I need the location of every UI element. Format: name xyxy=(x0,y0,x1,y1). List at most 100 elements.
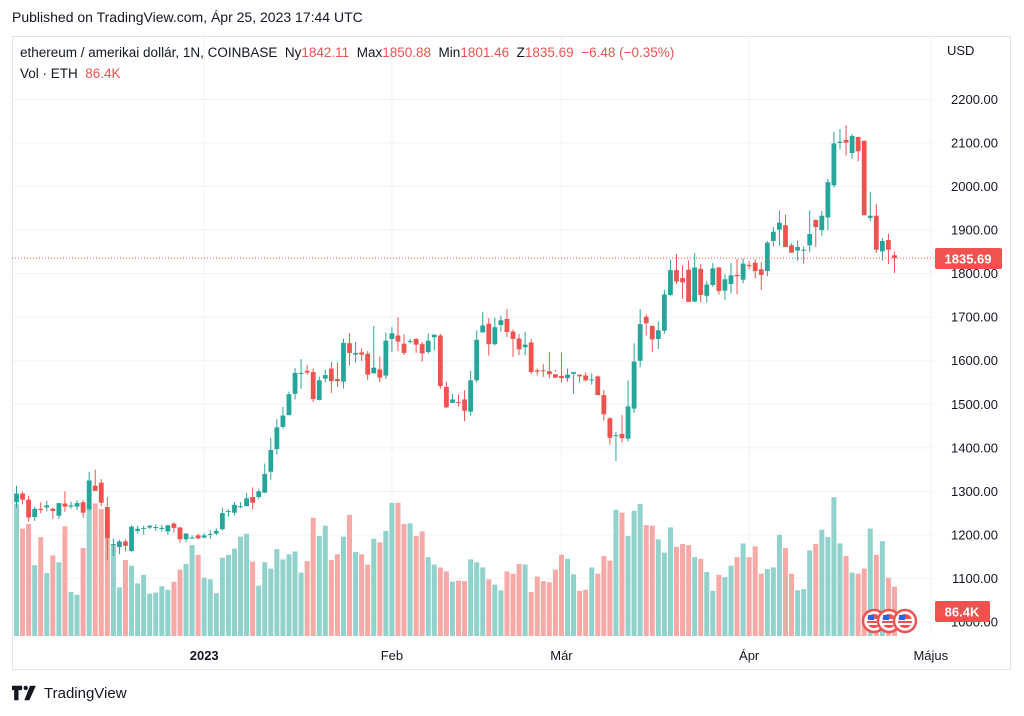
candle-body xyxy=(764,242,770,272)
candle xyxy=(795,240,800,262)
volume-bar xyxy=(722,577,728,636)
volume-bar xyxy=(552,569,558,636)
candle-body xyxy=(310,372,316,400)
candle xyxy=(383,332,389,380)
volume-bar xyxy=(195,554,201,636)
candle xyxy=(710,263,716,288)
candle xyxy=(861,140,867,216)
candle xyxy=(419,342,425,362)
tradingview-logo-icon xyxy=(12,685,36,701)
candle xyxy=(377,356,383,383)
candle-body xyxy=(710,268,716,285)
y-tick-label: 1600.00 xyxy=(951,353,998,368)
close-value: 1835.69 xyxy=(524,45,574,60)
candle xyxy=(546,352,552,379)
candle-body xyxy=(734,274,740,277)
candle-body xyxy=(849,136,855,154)
volume-bar xyxy=(522,564,528,636)
volume-bar xyxy=(692,557,698,636)
candle xyxy=(510,329,516,357)
footer: TradingView xyxy=(12,684,127,702)
candle xyxy=(571,372,576,394)
volume-bar xyxy=(498,590,504,636)
volume-bar xyxy=(855,573,861,636)
volume-bar xyxy=(183,564,189,636)
volume-bar xyxy=(86,505,92,636)
volume-bar xyxy=(504,571,510,636)
candle xyxy=(195,533,201,540)
candle xyxy=(56,503,62,519)
candle xyxy=(371,325,377,374)
candle-body xyxy=(26,499,32,518)
y-tick-label: 1700.00 xyxy=(951,310,998,325)
volume-bar xyxy=(571,574,577,636)
candle-body xyxy=(886,240,891,250)
candle xyxy=(437,333,443,389)
us-flag-icon[interactable] xyxy=(892,608,918,634)
candle-body xyxy=(347,343,352,353)
volume-bar xyxy=(595,573,601,636)
volume-bar xyxy=(74,594,80,636)
y-tick-label: 1500.00 xyxy=(951,397,998,412)
volume-bar xyxy=(474,562,480,636)
candle-body xyxy=(450,399,455,403)
volume-bar xyxy=(425,557,431,636)
volume-bar xyxy=(201,577,207,636)
candle-body xyxy=(637,324,643,361)
volume-bar xyxy=(849,572,855,636)
candle xyxy=(147,524,153,529)
candle-body xyxy=(807,234,813,246)
volume-bar xyxy=(667,527,673,636)
candle xyxy=(825,178,831,231)
volume-bar xyxy=(219,557,225,636)
candle-body xyxy=(674,270,679,282)
candle-body xyxy=(649,325,655,340)
candle-body xyxy=(304,370,310,373)
volume-bar xyxy=(565,558,571,636)
candle xyxy=(250,487,256,510)
candle xyxy=(165,524,171,535)
candle xyxy=(583,372,589,382)
volume-bar xyxy=(649,525,655,636)
grid-lines xyxy=(13,37,934,636)
volume-bar xyxy=(62,526,68,636)
volume-bar xyxy=(631,510,637,636)
volume-bar xyxy=(661,552,667,636)
time-axis[interactable]: 2023 Feb Már Ápr Május xyxy=(190,648,949,663)
candle-body xyxy=(631,361,637,409)
volume-bar xyxy=(304,561,310,636)
volume-bar xyxy=(443,571,449,636)
candle xyxy=(492,317,498,346)
volume-bar xyxy=(353,552,359,636)
volume-bar xyxy=(601,556,607,636)
candle xyxy=(110,538,116,557)
candle xyxy=(777,210,782,246)
volume-bar xyxy=(316,536,322,636)
candle xyxy=(801,246,807,264)
candle-body xyxy=(262,473,268,493)
symbol-label[interactable]: ethereum / amerikai dollár, 1N, COINBASE xyxy=(20,45,278,60)
candle xyxy=(274,419,280,455)
price-axis[interactable]: 1000.001100.001200.001300.001400.001500.… xyxy=(951,92,998,630)
y-tick-label: 1900.00 xyxy=(951,223,998,238)
candle-body xyxy=(238,506,243,508)
candle xyxy=(50,507,56,519)
footer-brand[interactable]: TradingView xyxy=(44,684,127,702)
candle xyxy=(758,262,764,290)
y-tick-label: 1200.00 xyxy=(951,527,998,542)
x-tick-label: 2023 xyxy=(190,648,219,663)
chart-frame[interactable] xyxy=(12,36,1011,670)
volume-bar xyxy=(673,546,679,636)
volume-label[interactable]: Vol · ETH xyxy=(20,66,78,81)
volume-bar xyxy=(625,536,631,636)
volume-bar xyxy=(589,567,595,636)
candle-body xyxy=(226,510,231,512)
volume-bar xyxy=(177,569,183,636)
candle xyxy=(92,469,98,491)
candle-body xyxy=(680,277,685,283)
candle-body xyxy=(98,482,104,503)
candle xyxy=(129,525,134,552)
candle xyxy=(322,369,328,383)
candle xyxy=(292,368,298,400)
